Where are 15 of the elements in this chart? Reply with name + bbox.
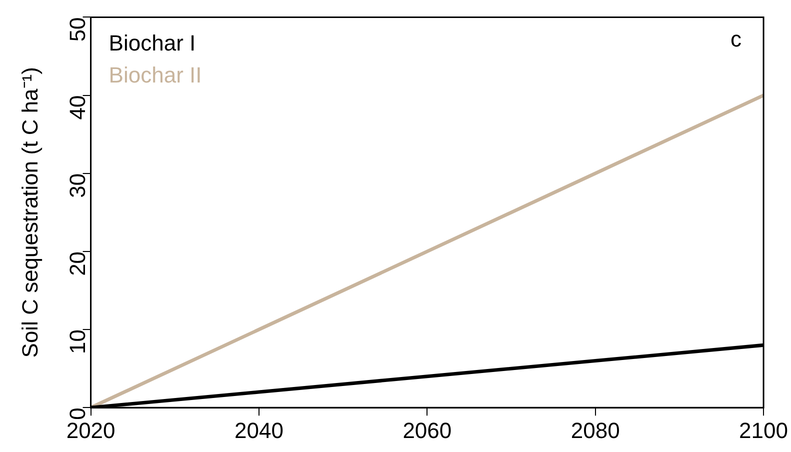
y-tick-label: 20 [64,251,90,276]
x-tick-label: 2100 [739,418,788,443]
y-axis-title: Soil C sequestration (t C ha⁻¹) [17,67,42,358]
text: Biochar I [108,30,196,56]
y-tick-label: 10 [64,330,90,354]
y-tick-label: 0 [64,408,90,420]
x-tick-label: 2040 [234,418,284,443]
text: Biochar II [108,62,202,88]
x-tick-label: 2060 [402,418,452,443]
x-tick-label: 2020 [66,418,116,443]
x-tick-label: 2080 [570,418,620,443]
y-tick-label: 50 [64,17,90,42]
annotation: c [730,26,742,52]
y-tick-label: 40 [64,95,90,120]
y-tick-label: 30 [64,173,90,198]
